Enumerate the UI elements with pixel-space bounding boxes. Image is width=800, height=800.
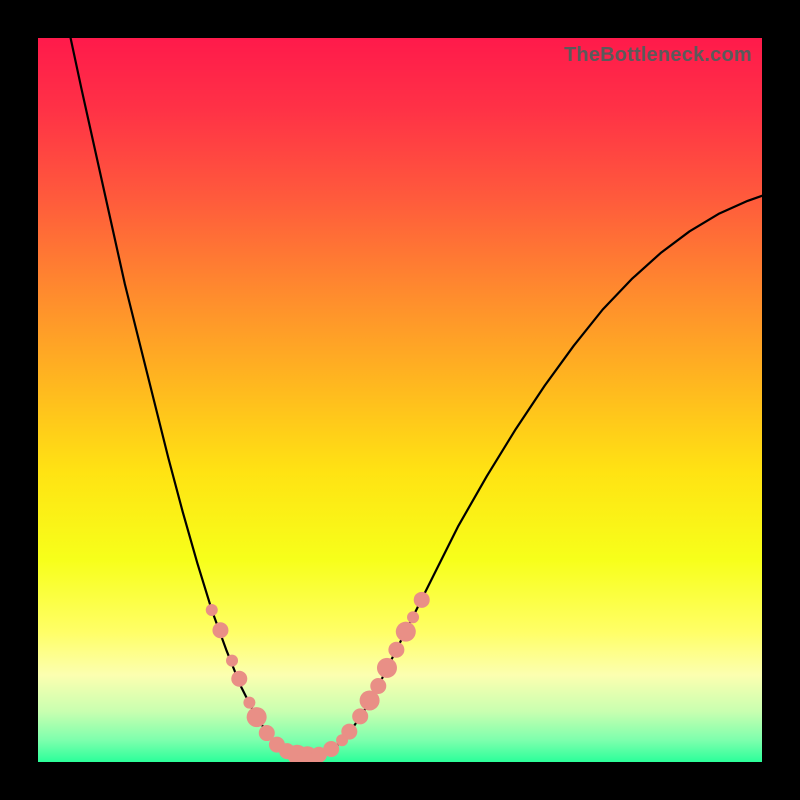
data-marker (396, 622, 416, 642)
data-marker (414, 592, 430, 608)
data-marker (206, 604, 218, 616)
data-marker (388, 642, 404, 658)
data-marker (370, 678, 386, 694)
data-marker (323, 741, 339, 757)
data-marker (243, 697, 255, 709)
plot-area: TheBottleneck.com (38, 38, 762, 762)
data-marker (407, 611, 419, 623)
chart-frame: TheBottleneck.com (0, 0, 800, 800)
data-marker (341, 724, 357, 740)
curve-layer (38, 38, 762, 762)
marker-group (206, 592, 430, 762)
bottleneck-curve (71, 38, 762, 757)
data-marker (377, 658, 397, 678)
data-marker (226, 655, 238, 667)
data-marker (231, 671, 247, 687)
data-marker (247, 707, 267, 727)
data-marker (212, 622, 228, 638)
data-marker (352, 708, 368, 724)
